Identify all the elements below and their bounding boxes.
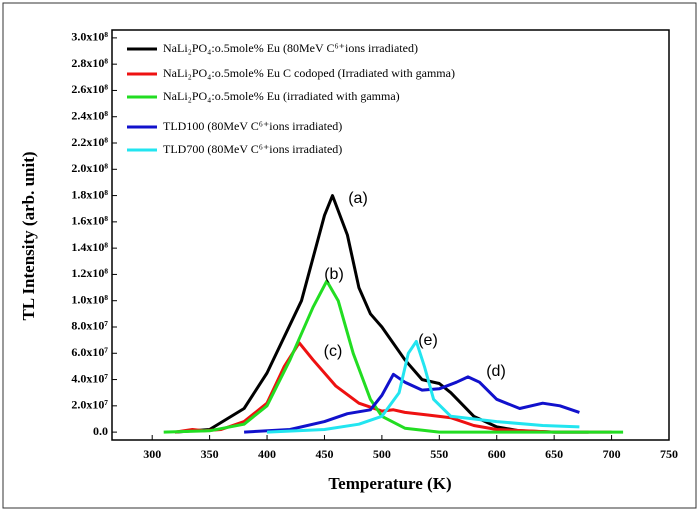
y-tick-label: 3.0x10⁸	[71, 30, 108, 44]
x-tick-label: 700	[603, 447, 621, 461]
legend-label: NaLi₂PO₄:o.5mole% Eu C codoped (Irradiat…	[163, 66, 455, 80]
annotation: (b)	[324, 266, 344, 283]
y-tick-label: 8.0x10⁷	[71, 319, 108, 333]
y-tick-label: 1.2x10⁸	[71, 266, 108, 280]
y-tick-label: 1.6x10⁸	[71, 214, 108, 228]
y-tick-label: 2.8x10⁸	[71, 56, 108, 70]
y-tick-label: 4.0x10⁷	[71, 371, 108, 385]
x-tick-label: 600	[488, 447, 506, 461]
legend-label: NaLi₂PO₄:o.5mole% Eu (80MeV C⁶⁺ions irra…	[163, 41, 418, 55]
x-tick-label: 350	[201, 447, 219, 461]
x-tick-label: 650	[545, 447, 563, 461]
y-tick-label: 1.8x10⁸	[71, 187, 108, 201]
annotation: (d)	[486, 363, 506, 380]
series-line	[163, 279, 624, 434]
annotation: (c)	[324, 343, 343, 360]
x-tick-label: 300	[143, 447, 161, 461]
x-tick-label: 550	[430, 447, 448, 461]
annotation: (a)	[348, 190, 368, 207]
y-axis-label: TL Intensity (arb. unit)	[19, 151, 38, 320]
x-tick-label: 450	[315, 447, 333, 461]
y-tick-label: 0.0	[93, 424, 108, 438]
y-tick-label: 2.0x10⁸	[71, 161, 108, 175]
legend-label: TLD100 (80MeV C⁶⁺ions irradiated)	[163, 119, 342, 133]
x-tick-label: 750	[660, 447, 678, 461]
x-tick-label: 500	[373, 447, 391, 461]
y-tick-label: 1.4x10⁸	[71, 240, 108, 254]
series-line	[175, 194, 589, 434]
y-tick-label: 2.6x10⁸	[71, 82, 108, 96]
y-tick-label: 2.0x10⁷	[71, 398, 108, 412]
x-axis-label: Temperature (K)	[328, 474, 451, 493]
series-line	[174, 341, 612, 434]
annotation: (e)	[418, 332, 438, 349]
y-tick-label: 2.4x10⁸	[71, 108, 108, 122]
y-tick-label: 6.0x10⁷	[71, 345, 108, 359]
series-line	[266, 339, 580, 434]
legend-label: TLD700 (80MeV C⁶⁺ions irradiated)	[163, 142, 342, 156]
plot-frame	[111, 29, 670, 441]
x-tick-label: 400	[258, 447, 276, 461]
legend-label: NaLi₂PO₄:o.5mole% Eu (irradiated with ga…	[163, 89, 400, 103]
y-tick-label: 2.2x10⁸	[71, 135, 108, 149]
y-tick-label: 1.0x10⁸	[71, 292, 108, 306]
